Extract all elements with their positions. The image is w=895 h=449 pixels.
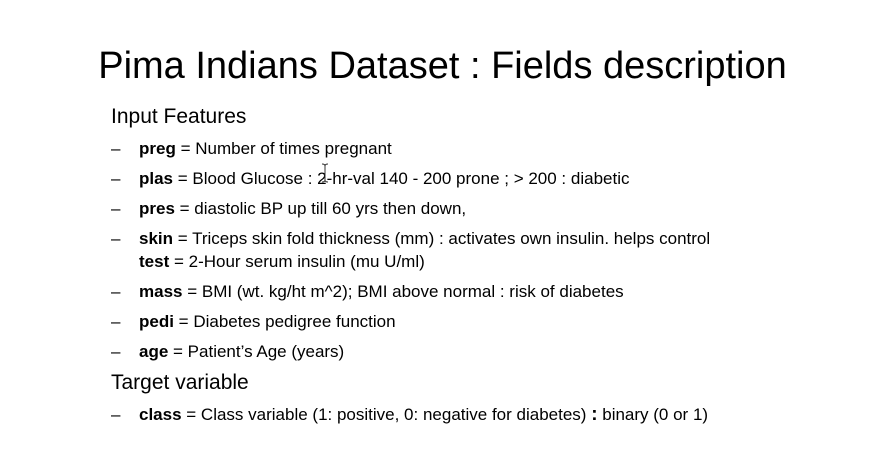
field-name: skin	[139, 229, 174, 248]
bullet-dash: –	[111, 312, 121, 331]
text-cursor-icon	[321, 163, 329, 183]
list-item: – pres = diastolic BP up till 60 yrs the…	[111, 197, 710, 227]
input-features-heading: Input Features	[111, 105, 247, 128]
bullet-dash: –	[111, 139, 121, 158]
list-item: – mass = BMI (wt. kg/ht m^2); BMI above …	[111, 280, 710, 310]
field-description: = Blood Glucose : 2-hr-val 140 - 200 pro…	[173, 169, 630, 188]
bullet-dash: –	[111, 169, 121, 188]
field-name: test	[139, 252, 170, 271]
list-item: – skin = Triceps skin fold thickness (mm…	[111, 227, 710, 280]
field-name: class	[139, 405, 182, 424]
field-description: = Number of times pregnant	[175, 139, 392, 158]
field-name: age	[139, 342, 169, 361]
field-description: = BMI (wt. kg/ht m^2); BMI above normal …	[182, 282, 624, 301]
input-features-list: – preg = Number of times pregnant – plas…	[111, 137, 710, 370]
field-name: preg	[139, 139, 176, 158]
list-item: – class = Class variable (1: positive, 0…	[111, 403, 708, 433]
bullet-dash: –	[111, 342, 121, 361]
list-item: – preg = Number of times pregnant	[111, 137, 710, 167]
field-name: mass	[139, 282, 183, 301]
target-variable-list: – class = Class variable (1: positive, 0…	[111, 403, 708, 433]
bullet-dash: –	[111, 199, 121, 218]
target-variable-heading: Target variable	[111, 371, 249, 394]
slide-title: Pima Indians Dataset : Fields descriptio…	[98, 45, 787, 87]
bullet-dash: –	[111, 405, 121, 424]
bullet-dash: –	[111, 282, 121, 301]
field-description: = Class variable (1: positive, 0: negati…	[181, 405, 592, 424]
field-description-tail: binary (0 or 1)	[597, 405, 709, 424]
field-description: = Patient’s Age (years)	[168, 342, 345, 361]
list-item: – age = Patient’s Age (years)	[111, 340, 710, 370]
field-description: = 2-Hour serum insulin (mu U/ml)	[169, 252, 425, 271]
list-item: – plas = Blood Glucose : 2-hr-val 140 - …	[111, 167, 710, 197]
field-name: pedi	[139, 312, 174, 331]
field-name: pres	[139, 199, 175, 218]
separator-colon: :	[591, 404, 598, 425]
bullet-dash: –	[111, 229, 121, 248]
field-description: = diastolic BP up till 60 yrs then down,	[174, 199, 467, 218]
list-item: – pedi = Diabetes pedigree function	[111, 310, 710, 340]
field-description: = Triceps skin fold thickness (mm) : act…	[173, 229, 711, 248]
field-name: plas	[139, 169, 174, 188]
field-description: = Diabetes pedigree function	[173, 312, 396, 331]
